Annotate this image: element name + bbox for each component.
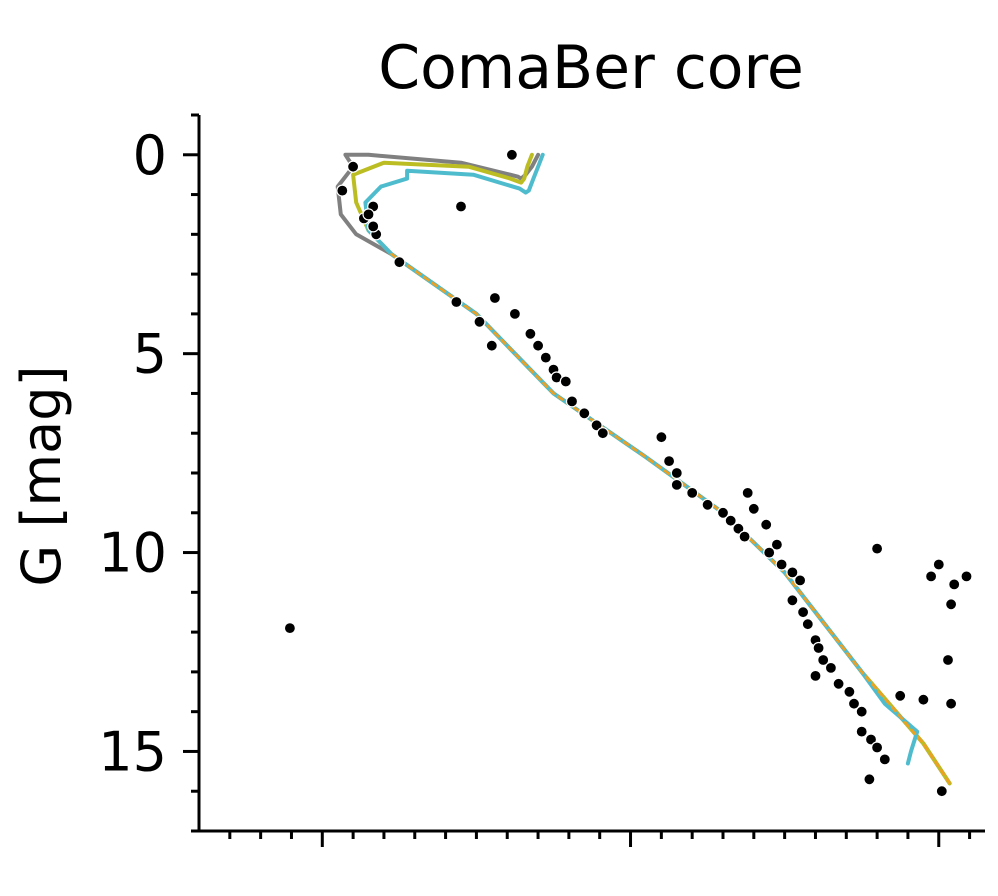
- member-point: [473, 315, 486, 328]
- member-point: [775, 558, 788, 571]
- member-points: [283, 148, 973, 798]
- isochrone-line: [351, 152, 952, 786]
- member-point: [596, 427, 609, 440]
- member-point: [508, 307, 522, 320]
- isochrone-line: [390, 252, 951, 785]
- y-axis-label: G [mag]: [10, 365, 73, 586]
- member-point: [870, 741, 884, 754]
- member-point: [578, 407, 591, 420]
- isochrone-line: [335, 152, 952, 786]
- member-point: [670, 478, 683, 491]
- member-point: [454, 200, 468, 213]
- axis-ticks: 0 5 10 15: [98, 113, 972, 847]
- member-point: [855, 705, 868, 718]
- member-point: [894, 689, 907, 702]
- member-point: [716, 506, 730, 519]
- member-point: [863, 773, 876, 786]
- member-point: [741, 486, 754, 499]
- member-point: [524, 327, 537, 340]
- member-point: [724, 514, 737, 527]
- member-point: [505, 148, 518, 161]
- member-point: [590, 419, 603, 432]
- member-point: [559, 375, 572, 388]
- member-point: [701, 498, 714, 511]
- member-point: [488, 291, 501, 305]
- member-point: [539, 351, 552, 364]
- member-point: [760, 518, 773, 531]
- member-point: [917, 693, 930, 706]
- member-point: [924, 570, 938, 583]
- member-point: [932, 558, 945, 571]
- member-point: [793, 574, 807, 587]
- member-point: [450, 295, 463, 309]
- member-point: [786, 566, 799, 579]
- member-point: [812, 641, 825, 655]
- member-point: [732, 522, 745, 535]
- chart-title: ComaBer core: [378, 33, 804, 103]
- y-tick-label: 15: [98, 720, 167, 783]
- member-point: [801, 618, 814, 631]
- member-point: [347, 160, 360, 173]
- member-point: [796, 606, 810, 619]
- member-point: [763, 546, 776, 559]
- member-point: [944, 598, 958, 611]
- member-point: [565, 395, 579, 408]
- member-point: [864, 733, 878, 746]
- member-point: [485, 339, 498, 352]
- member-point: [531, 339, 545, 352]
- member-point: [662, 455, 676, 468]
- member-point: [786, 594, 799, 607]
- member-point: [941, 653, 955, 667]
- member-point: [367, 220, 380, 233]
- member-point: [817, 653, 830, 667]
- member-point: [283, 621, 296, 635]
- member-point: [960, 570, 973, 583]
- member-point: [670, 466, 683, 480]
- isochrone-lines: [335, 152, 952, 786]
- member-point: [878, 753, 891, 766]
- member-point: [809, 669, 822, 683]
- member-point: [686, 486, 699, 499]
- member-point: [944, 697, 958, 710]
- member-point: [747, 502, 760, 515]
- y-tick-label: 0: [133, 124, 167, 187]
- member-point: [770, 538, 784, 551]
- member-point: [393, 256, 406, 269]
- member-point: [362, 208, 375, 221]
- y-tick-label: 5: [133, 323, 167, 386]
- member-point: [935, 785, 948, 798]
- member-point: [655, 431, 668, 444]
- member-point: [855, 725, 868, 738]
- member-point: [870, 542, 884, 555]
- member-point: [847, 697, 861, 710]
- member-point: [824, 661, 838, 675]
- member-point: [843, 685, 856, 698]
- member-point: [948, 578, 961, 591]
- member-point: [832, 677, 845, 690]
- member-point: [336, 184, 349, 197]
- y-tick-label: 10: [98, 522, 167, 585]
- member-point: [738, 530, 751, 543]
